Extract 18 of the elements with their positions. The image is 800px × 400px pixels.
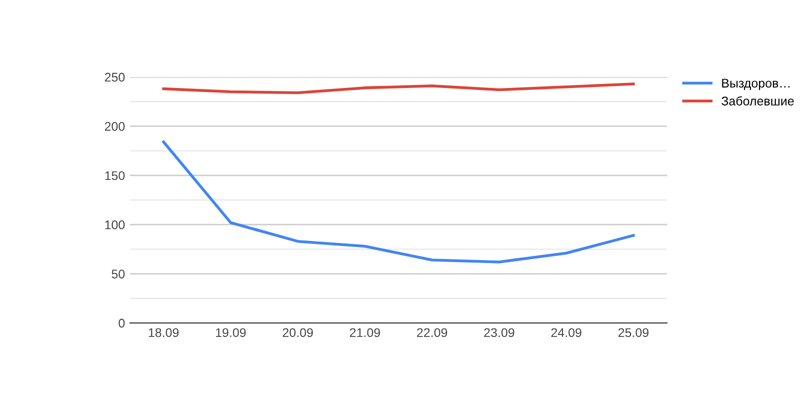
legend-label: Выздоров… [722, 78, 790, 90]
line-series [162, 140, 635, 264]
line-series [162, 82, 635, 94]
y-tick-label: 150 [105, 171, 125, 180]
y-tick-label: 200 [104, 122, 125, 131]
x-tick-label: 23.09 [484, 328, 514, 338]
x-tick-label: 18.09 [148, 328, 179, 338]
y-tick-label: 0 [118, 318, 125, 328]
x-tick-label: 24.09 [551, 328, 582, 338]
y-tick-label: 50 [112, 270, 125, 278]
x-tick-label: 20.09 [282, 328, 313, 338]
x-tick-label: 25.09 [618, 328, 648, 338]
y-tick-label: 250 [104, 72, 125, 82]
x-tick-label: 21.09 [350, 328, 380, 338]
y-tick-label: 100 [105, 220, 125, 230]
legend-label: Заболевшие [722, 96, 794, 106]
x-tick-label: 22.09 [417, 328, 448, 338]
x-tick-label: 19.09 [216, 328, 246, 338]
